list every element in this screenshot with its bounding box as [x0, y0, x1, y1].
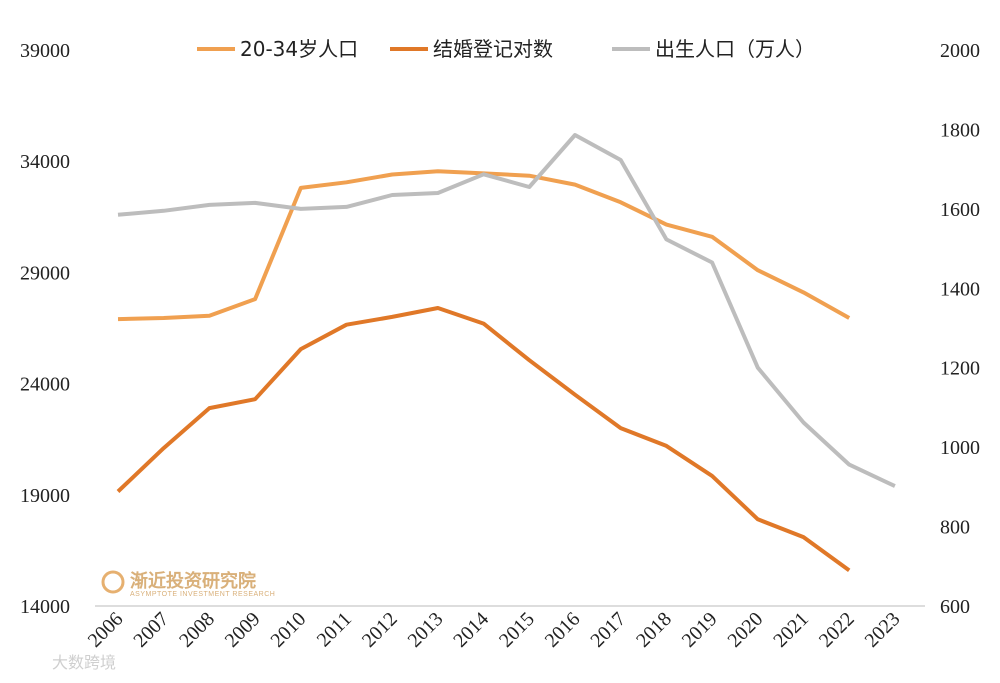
legend-label-1: 结婚登记对数: [433, 37, 553, 61]
x-tick-label: 2008: [175, 608, 219, 652]
right-tick-label: 1800: [940, 119, 980, 141]
watermark-en: ASYMPTOTE INVESTMENT RESEARCH: [130, 591, 275, 598]
x-tick-label: 2020: [723, 608, 767, 652]
watermark-cn: 渐近投资研究院: [130, 570, 256, 592]
x-tick-label: 2006: [84, 608, 128, 652]
corner-watermark-text: 大数跨境: [52, 653, 116, 672]
x-tick-label: 2018: [632, 608, 676, 652]
right-tick-label: 600: [940, 596, 970, 618]
right-tick-label: 1400: [940, 278, 980, 300]
x-tick-label: 2010: [266, 608, 310, 652]
right-axis: 600 800 1000 1200 1400 1600 1800 2000: [940, 40, 980, 618]
x-tick-label: 2021: [769, 608, 813, 652]
series-line-1: [116, 306, 851, 573]
watermark-logo: [101, 570, 125, 594]
left-tick-label: 34000: [20, 151, 70, 173]
x-tick-label: 2015: [495, 608, 539, 652]
x-tick-label: 2013: [404, 608, 448, 652]
series-line-0: [117, 169, 851, 322]
x-tick-label: 2014: [449, 608, 493, 652]
left-tick-label: 14000: [20, 596, 70, 618]
series-line-2: [117, 133, 896, 488]
x-tick-label: 2023: [861, 608, 905, 652]
series-lines: [116, 133, 896, 573]
x-tick-label: 2011: [313, 608, 356, 651]
x-tick-label: 2022: [815, 608, 859, 652]
left-tick-label: 29000: [20, 262, 70, 284]
right-tick-label: 2000: [940, 40, 980, 62]
left-tick-label: 24000: [20, 374, 70, 396]
x-tick-label: 2017: [586, 608, 630, 652]
x-axis: 2006 2007 2008 2009 2010 2011 2012 2013 2014 2015…: [84, 608, 905, 652]
x-tick-label: 2012: [358, 608, 402, 652]
x-tick-label: 2007: [129, 608, 173, 652]
right-tick-label: 1000: [940, 437, 980, 459]
left-tick-label: 39000: [20, 40, 70, 62]
watermark: 渐近投资研究院 ASYMPTOTE INVESTMENT RESEARCH: [101, 570, 275, 598]
x-tick-label: 2019: [678, 608, 722, 652]
left-tick-label: 19000: [20, 485, 70, 507]
legend-label-2: 出生人口（万人）: [655, 37, 815, 61]
legend-label-0: 20-34岁人口: [240, 37, 358, 61]
left-axis: 14000 19000 24000 29000 34000 39000: [20, 40, 70, 618]
right-tick-label: 1200: [940, 358, 980, 380]
x-tick-label: 2016: [541, 608, 585, 652]
legend: 20-34岁人口 结婚登记对数 出生人口（万人）: [197, 37, 815, 61]
right-tick-label: 800: [940, 517, 970, 539]
right-tick-label: 1600: [940, 199, 980, 221]
x-tick-label: 2009: [221, 608, 265, 652]
corner-watermark: 大数跨境: [52, 653, 116, 672]
